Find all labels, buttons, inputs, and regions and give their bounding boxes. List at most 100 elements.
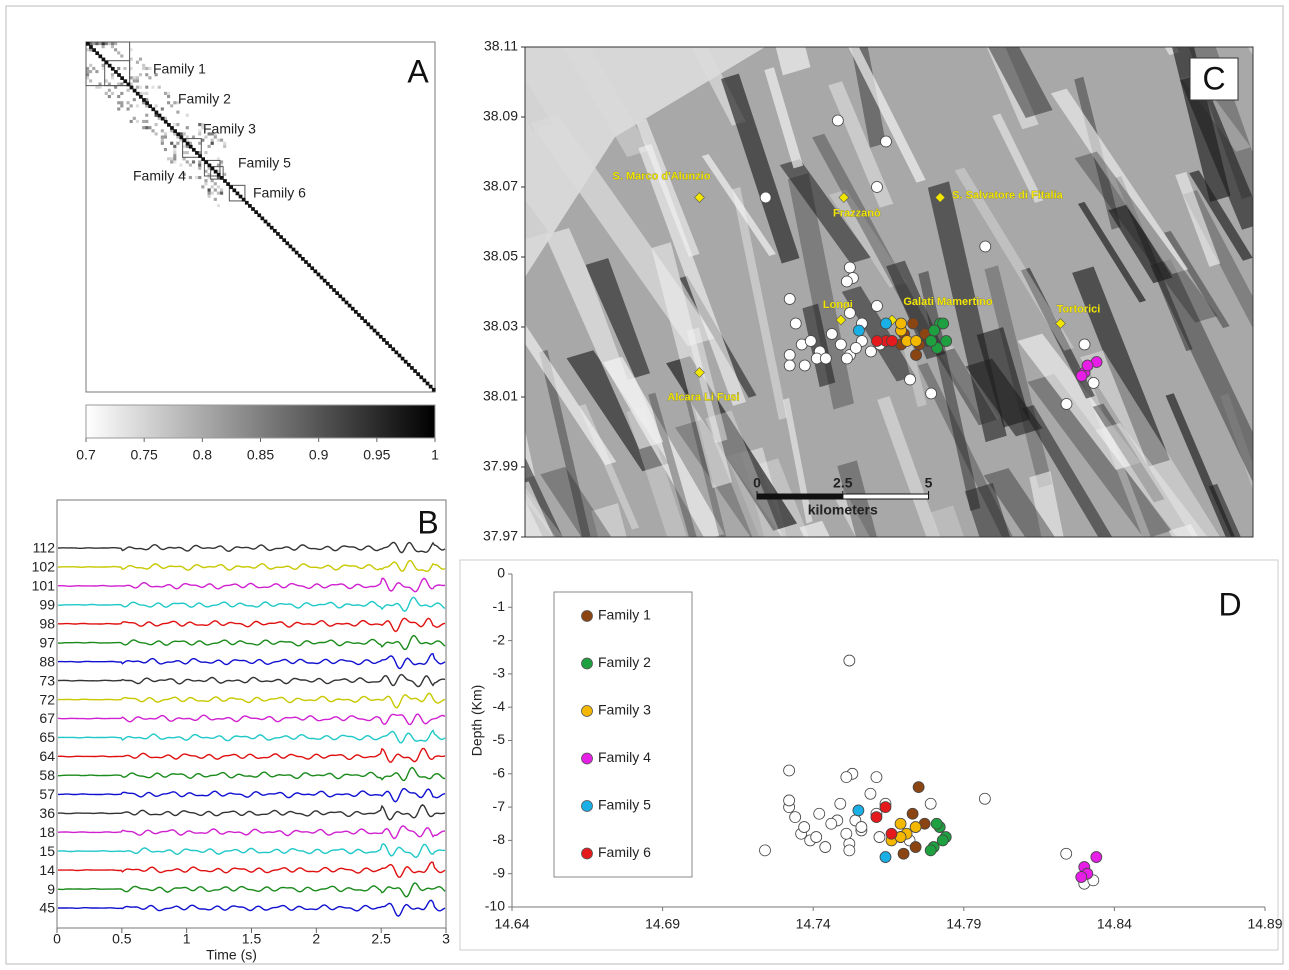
matrix-cell <box>130 104 133 107</box>
matrix-cell <box>145 120 148 123</box>
trace-label: 97 <box>39 634 55 650</box>
event-point <box>880 802 891 813</box>
matrix-cell <box>117 107 120 110</box>
matrix-cell <box>204 182 207 185</box>
event-point <box>844 845 855 856</box>
matrix-cell <box>155 132 158 135</box>
legend-label: Family 3 <box>598 702 651 718</box>
colorbar-tick-label: 0.7 <box>76 447 96 463</box>
legend-label: Family 5 <box>598 797 651 813</box>
event-point <box>865 788 876 799</box>
event-point <box>938 318 949 329</box>
event-point <box>1079 339 1090 350</box>
y-tick-label: 38.03 <box>483 318 518 334</box>
matrix-cell <box>136 76 139 79</box>
matrix-cell <box>173 123 176 126</box>
scale-label: kilometers <box>808 502 878 518</box>
matrix-cell <box>173 151 176 154</box>
event-point <box>826 818 837 829</box>
panel-label: B <box>417 504 438 540</box>
matrix-cell <box>155 123 158 126</box>
event-point <box>784 294 795 305</box>
event-point <box>844 655 855 666</box>
event-point <box>841 828 852 839</box>
trace-label: 65 <box>39 729 55 745</box>
matrix-cell <box>170 104 173 107</box>
matrix-cell <box>211 142 214 145</box>
event-point <box>926 388 937 399</box>
trace-label: 58 <box>39 767 55 783</box>
matrix-cell <box>102 45 105 48</box>
matrix-cell <box>198 160 201 163</box>
matrix-cell <box>111 92 114 95</box>
x-tick-label: 14.74 <box>796 916 831 932</box>
matrix-cell <box>204 179 207 182</box>
matrix-cell <box>198 164 201 167</box>
family-annotation: Family 5 <box>238 155 291 171</box>
event-point <box>790 318 801 329</box>
matrix-cell <box>186 151 189 154</box>
matrix-cell <box>164 132 167 135</box>
event-point <box>896 318 907 329</box>
x-axis-label: Time (s) <box>206 947 257 963</box>
matrix-cell <box>170 160 173 163</box>
colorbar-tick-label: 0.85 <box>247 447 274 463</box>
event-point <box>844 262 855 273</box>
y-tick-label: 38.05 <box>483 248 518 264</box>
colorbar-tick-label: 0.75 <box>131 447 158 463</box>
matrix-cell <box>151 129 154 132</box>
legend-swatch <box>582 848 593 859</box>
matrix-cell <box>176 142 179 145</box>
matrix-cell <box>142 64 145 67</box>
y-tick-label: -4 <box>493 698 506 714</box>
matrix-cell <box>183 132 186 135</box>
matrix-cell <box>170 157 173 160</box>
matrix-cell <box>176 111 179 114</box>
matrix-cell <box>176 123 179 126</box>
legend-swatch <box>582 753 593 764</box>
matrix-cell <box>145 86 148 89</box>
event-point <box>841 353 852 364</box>
event-point <box>871 812 882 823</box>
matrix-cell <box>120 92 123 95</box>
y-tick-label: -9 <box>493 864 506 880</box>
event-point <box>880 136 891 147</box>
colorbar-tick-label: 0.8 <box>193 447 213 463</box>
matrix-cell <box>145 126 148 129</box>
matrix-cell <box>173 154 176 157</box>
event-point <box>853 325 864 336</box>
y-axis-label: Depth (Km) <box>469 685 485 757</box>
event-point <box>895 818 906 829</box>
event-point <box>980 241 991 252</box>
x-tick-label: 1 <box>183 931 191 947</box>
matrix-cell <box>173 101 176 104</box>
matrix-cell <box>95 70 98 73</box>
matrix-cell <box>192 160 195 163</box>
matrix-cell <box>211 185 214 188</box>
matrix-cell <box>167 157 170 160</box>
matrix-cell <box>117 95 120 98</box>
event-point <box>784 360 795 371</box>
event-point <box>820 842 831 853</box>
trace-label: 73 <box>39 672 55 688</box>
matrix-cell <box>223 142 226 145</box>
matrix-cell <box>211 192 214 195</box>
town-label: Alcara Li Fusi <box>667 391 739 403</box>
colorbar <box>86 405 435 438</box>
colorbar-tick-label: 0.95 <box>363 447 390 463</box>
legend-label: Family 6 <box>598 844 651 860</box>
matrix-cell <box>164 148 167 151</box>
event-point <box>905 374 916 385</box>
trace-label: 98 <box>39 615 55 631</box>
trace-label: 9 <box>47 881 55 897</box>
matrix-cell <box>89 79 92 82</box>
event-point <box>931 818 942 829</box>
panel-label: C <box>1202 60 1225 96</box>
matrix-cell <box>142 67 145 70</box>
x-tick-label: 14.69 <box>645 916 680 932</box>
matrix-cell <box>198 176 201 179</box>
event-point <box>1061 848 1072 859</box>
event-point <box>784 350 795 361</box>
matrix-cell <box>145 114 148 117</box>
matrix-cell <box>201 185 204 188</box>
